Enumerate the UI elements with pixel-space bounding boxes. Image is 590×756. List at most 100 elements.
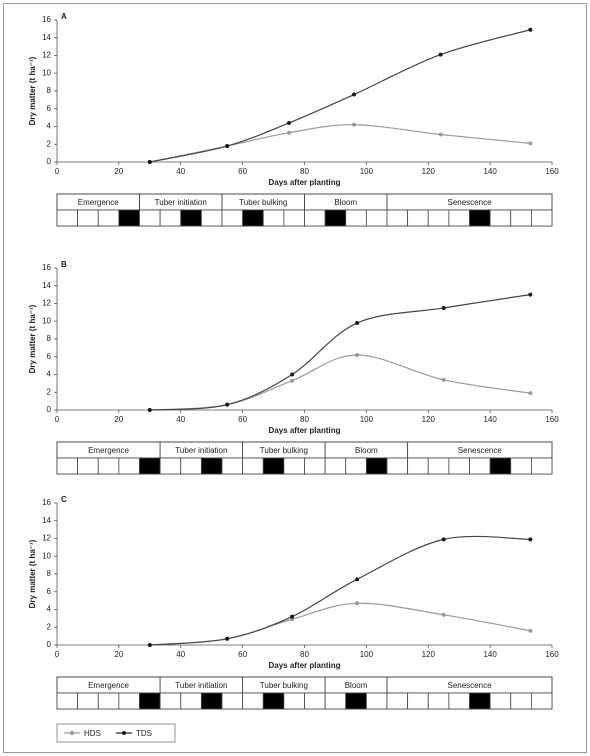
- data-point: [290, 372, 295, 377]
- data-point: [290, 614, 295, 619]
- data-point: [355, 352, 360, 357]
- panel-label: C: [61, 495, 67, 504]
- data-point: [528, 628, 533, 633]
- data-point: [441, 377, 446, 382]
- legend-label: TDS: [136, 729, 152, 738]
- phenology-cell: [427, 209, 450, 227]
- data-point: [147, 643, 152, 647]
- phenology-cell: [97, 692, 120, 710]
- y-tick-label: 6: [47, 104, 52, 113]
- x-axis-title: Days after planting: [268, 661, 340, 670]
- y-tick-label: 10: [42, 551, 51, 560]
- phenology-cell: [139, 457, 161, 475]
- phenology-cell: [200, 209, 223, 227]
- stage-label: Bloom: [355, 446, 378, 455]
- phenology-cell: [304, 209, 326, 227]
- stage-label: Tuber initiation: [155, 198, 207, 207]
- stage-label: Senescence: [447, 198, 492, 207]
- x-tick-label: 140: [483, 650, 497, 659]
- y-tick-label: 16: [42, 498, 51, 507]
- stage-label: Tuber bulking: [260, 446, 308, 455]
- phenology-cell: [530, 209, 553, 227]
- phenology-cell: [530, 692, 553, 710]
- phenology-cell: [77, 457, 99, 475]
- y-tick-label: 4: [47, 605, 52, 614]
- phenology-cell: [324, 209, 347, 227]
- y-tick-label: 14: [42, 281, 51, 290]
- phenology-cell: [489, 209, 512, 227]
- x-tick-label: 80: [300, 167, 309, 176]
- phenology-cell: [407, 692, 429, 710]
- data-point: [225, 636, 230, 641]
- phenology-cell: [407, 457, 429, 475]
- phenology-cell: [469, 692, 491, 710]
- x-tick-label: 60: [238, 415, 247, 424]
- x-tick-label: 60: [238, 650, 247, 659]
- phenology-cell: [262, 457, 285, 475]
- phenology-cell: [530, 457, 553, 475]
- x-tick-label: 140: [483, 415, 497, 424]
- phenology-cell: [386, 457, 409, 475]
- data-point: [147, 408, 152, 412]
- y-axis-title: Dry matter (t ha⁻¹): [28, 304, 37, 373]
- data-point: [355, 601, 360, 606]
- phenology-cell: [242, 692, 264, 710]
- phenology-cell: [262, 692, 285, 710]
- y-tick-label: 8: [47, 334, 52, 343]
- phenology-cell: [510, 209, 532, 227]
- stage-label: Tuber bulking: [260, 681, 308, 690]
- phenology-cell: [489, 692, 512, 710]
- data-point: [287, 120, 292, 125]
- phenology-cell: [200, 457, 223, 475]
- x-tick-label: 120: [422, 650, 436, 659]
- phenology-cell: [56, 692, 79, 710]
- y-tick-label: 0: [47, 405, 52, 414]
- y-tick-label: 16: [42, 15, 51, 24]
- phenology-cell: [262, 209, 285, 227]
- phenology-cell: [118, 692, 140, 710]
- data-point: [225, 402, 230, 407]
- phenology-cell: [118, 457, 140, 475]
- data-point: [352, 92, 356, 97]
- legend-label: HDS: [84, 729, 101, 738]
- phenology-cell: [97, 457, 120, 475]
- data-point: [528, 391, 533, 396]
- phenology-cell: [159, 209, 182, 227]
- x-tick-label: 160: [545, 650, 559, 659]
- x-tick-label: 20: [114, 650, 123, 659]
- x-axis-title: Days after planting: [268, 426, 340, 435]
- phenology-cell: [56, 457, 79, 475]
- phenology-cell: [345, 457, 367, 475]
- data-point: [441, 537, 446, 542]
- x-tick-label: 80: [300, 650, 309, 659]
- phenology-cell: [180, 692, 202, 710]
- y-tick-label: 14: [42, 33, 51, 42]
- y-tick-label: 10: [42, 316, 51, 325]
- phenology-cell: [510, 457, 532, 475]
- data-point: [225, 144, 230, 149]
- phenology-cell: [324, 457, 347, 475]
- phenology-cell: [448, 692, 470, 710]
- data-point: [355, 321, 360, 326]
- phenology-cell: [159, 457, 182, 475]
- phenology-cell: [489, 457, 512, 475]
- y-tick-label: 6: [47, 587, 52, 596]
- phenology-cell: [386, 692, 409, 710]
- phenology-cell: [407, 209, 429, 227]
- x-tick-label: 0: [55, 415, 60, 424]
- x-tick-label: 40: [176, 650, 185, 659]
- stage-label: Emergence: [88, 681, 129, 690]
- x-tick-label: 120: [422, 167, 436, 176]
- x-tick-label: 60: [238, 167, 247, 176]
- y-axis-title: Dry matter (t ha⁻¹): [28, 539, 37, 608]
- x-tick-label: 80: [300, 415, 309, 424]
- y-tick-label: 14: [42, 516, 51, 525]
- y-tick-label: 10: [42, 68, 51, 77]
- data-point: [352, 122, 356, 127]
- x-tick-label: 160: [545, 167, 559, 176]
- phenology-cell: [77, 209, 99, 227]
- stage-label: Bloom: [334, 198, 357, 207]
- stage-label: Tuber initiation: [175, 681, 227, 690]
- data-point: [528, 292, 533, 297]
- stage-label: Senescence: [447, 681, 492, 690]
